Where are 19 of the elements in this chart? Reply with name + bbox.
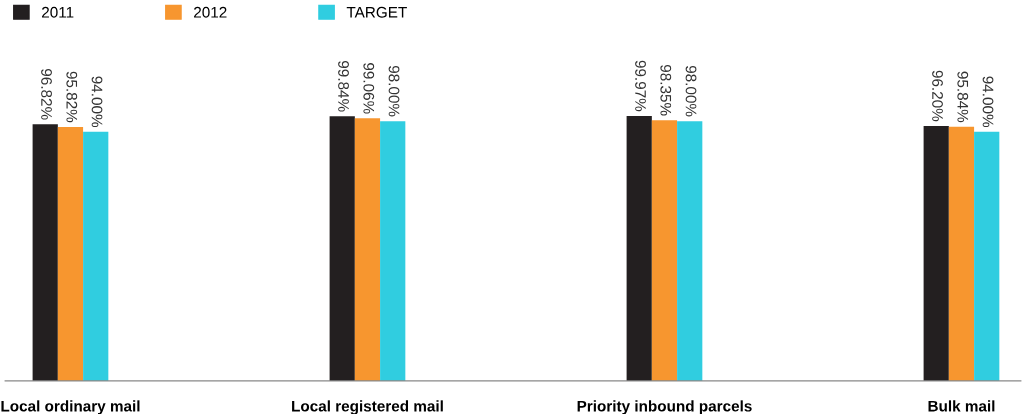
data-label: 99.97% — [635, 60, 646, 112]
data-label: 94.00% — [982, 76, 994, 128]
data-label: 99.84% — [338, 61, 349, 112]
x-tick-label: Priority inbound parcels — [577, 400, 752, 414]
data-label: 96.20% — [932, 70, 943, 122]
data-label: 98.35% — [660, 64, 672, 116]
data-label: 95.84% — [957, 71, 969, 123]
data-label: 94.00% — [91, 76, 103, 128]
data-label: 99.06% — [363, 63, 375, 114]
legend-label: 2012 — [194, 6, 227, 18]
data-label: 98.00% — [388, 65, 400, 117]
data-label: 98.00% — [685, 65, 697, 117]
data-label: 96.82% — [41, 69, 52, 120]
x-tick-label: Local ordinary mail — [1, 400, 140, 414]
x-tick-label: Bulk mail — [928, 400, 995, 412]
x-tick-label: Local registered mail — [292, 400, 443, 414]
legend-label: 2011 — [42, 6, 74, 18]
data-label: 95.82% — [66, 71, 78, 123]
legend-label: TARGET — [346, 6, 407, 18]
